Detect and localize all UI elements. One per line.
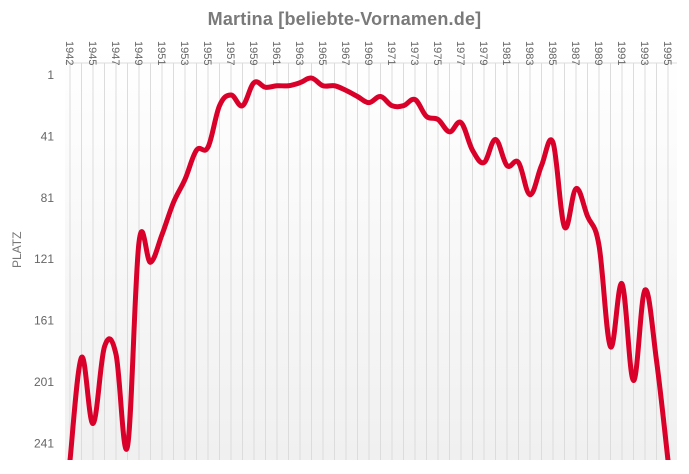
x-tick-label: 1977	[454, 41, 466, 65]
gridlines	[65, 62, 677, 460]
x-axis-labels: 1942 1945 1947 1949 1951 1953 1955 1957 1959 1961…	[63, 41, 673, 65]
x-tick-label: 1983	[523, 41, 535, 65]
x-tick-label: 1981	[500, 41, 512, 65]
x-tick-label: 1947	[109, 41, 121, 65]
x-tick-label: 1969	[362, 41, 374, 65]
x-tick-label: 1993	[638, 41, 650, 65]
x-tick-label: 1942	[63, 41, 75, 65]
x-tick-label: 1963	[293, 41, 305, 65]
x-tick-label: 1953	[178, 41, 190, 65]
x-tick-label: 1957	[224, 41, 236, 65]
x-tick-label: 1973	[408, 41, 420, 65]
x-tick-label: 1987	[569, 41, 581, 65]
y-tick-label: 81	[41, 191, 55, 205]
x-tick-label: 1949	[132, 41, 144, 65]
x-tick-label: 1979	[477, 41, 489, 65]
series-line-martina	[67, 75, 671, 460]
y-axis-title: PLATZ	[10, 231, 24, 268]
x-tick-label: 1985	[546, 41, 558, 65]
y-tick-label: 1	[47, 68, 54, 82]
chart-title: Martina [beliebte-Vornamen.de]	[207, 9, 482, 29]
y-tick-label: 201	[34, 375, 54, 389]
y-tick-label: 161	[34, 314, 54, 328]
x-tick-label: 1967	[339, 41, 351, 65]
y-tick-label: 241	[34, 436, 54, 450]
x-tick-label: 1955	[201, 41, 213, 65]
x-tick-label: 1945	[86, 41, 98, 65]
plot-area	[65, 46, 677, 460]
y-axis-labels: 1 41 81 121 161 201 241	[34, 68, 54, 450]
x-tick-label: 1951	[155, 41, 167, 65]
x-tick-label: 1961	[270, 41, 282, 65]
x-tick-label: 1995	[661, 41, 673, 65]
x-tick-label: 1989	[592, 41, 604, 65]
x-tick-label: 1975	[431, 41, 443, 65]
x-tick-label: 1971	[385, 41, 397, 65]
x-tick-label: 1965	[316, 41, 328, 65]
y-tick-label: 41	[41, 129, 55, 143]
x-tick-label: 1991	[615, 41, 627, 65]
y-tick-label: 121	[34, 252, 54, 266]
x-tick-label: 1959	[247, 41, 259, 65]
